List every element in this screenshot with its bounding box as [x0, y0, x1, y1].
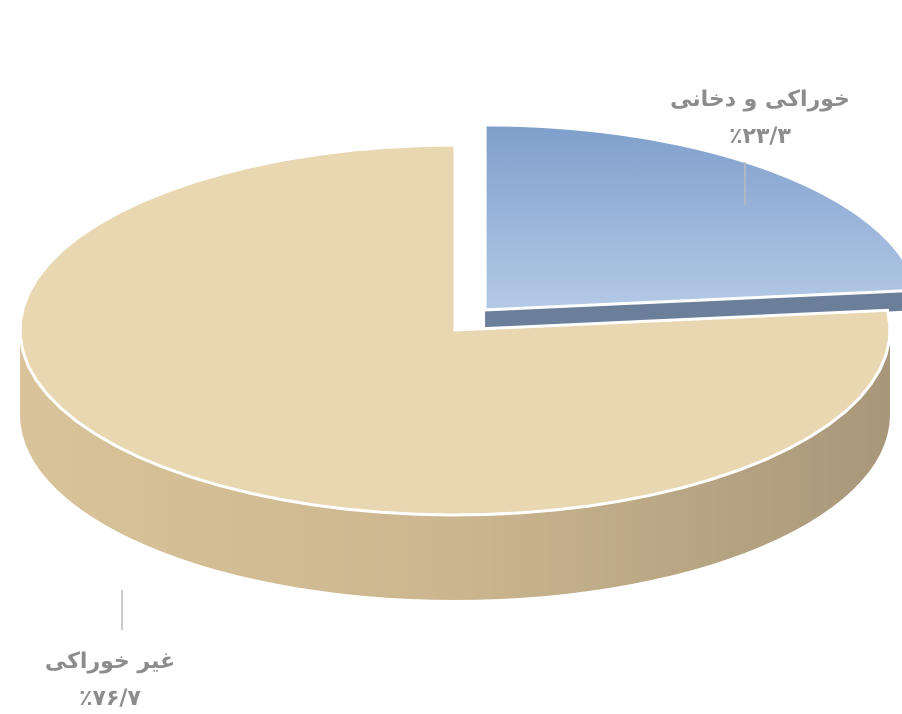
slice	[18, 143, 892, 517]
pie	[18, 123, 902, 600]
slice	[483, 123, 902, 312]
labels: خوراکی و دخانی ٪۲۳/۳ غیر خوراکی ٪۷۶/۷	[45, 87, 850, 711]
slice-side	[20, 330, 890, 600]
slice-edge	[485, 290, 902, 330]
category-label: غیر خوراکی	[45, 649, 175, 674]
value-label: ٪۷۶/۷	[79, 686, 141, 711]
category-label: خوراکی و دخانی	[670, 87, 850, 112]
value-label: ٪۲۳/۳	[729, 124, 791, 149]
